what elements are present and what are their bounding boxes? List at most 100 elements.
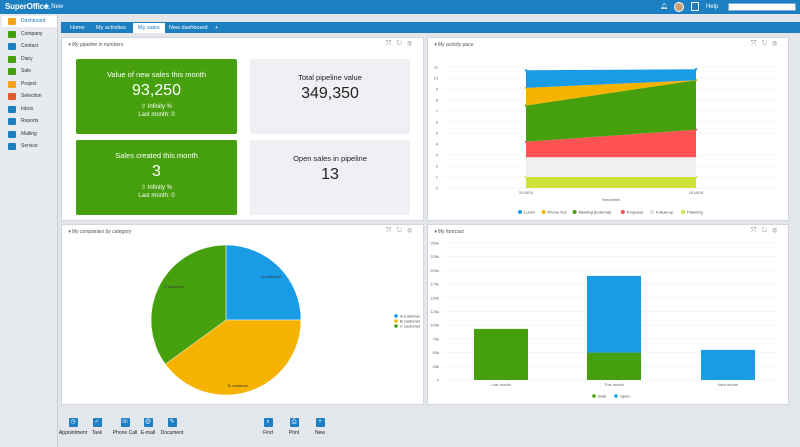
bar-sold-this-month[interactable] <box>587 352 641 380</box>
task-action-button[interactable]: ✓ Task <box>82 418 112 436</box>
legend-planning[interactable]: Planning <box>687 210 703 215</box>
y-tick-label: 175k <box>430 282 439 287</box>
sidebar-item-reports[interactable]: Reports <box>2 116 57 127</box>
legend-a-customer[interactable]: A customer <box>400 314 421 319</box>
legend-follow-up[interactable]: Follow-up <box>656 210 674 215</box>
legend-sold[interactable]: Sold <box>598 394 606 399</box>
collapse-icon: ⤧ <box>385 40 397 47</box>
refresh-icon: ↻ <box>396 40 408 47</box>
phone-call-action-button[interactable]: ☏ Phone Call <box>110 418 140 436</box>
panel-controls[interactable]: ⤧↻⊗ <box>751 40 782 48</box>
x-tick-label: This month <box>604 382 624 387</box>
sidebar-item-contact[interactable]: Contact <box>2 41 57 52</box>
new-button[interactable]: + New <box>44 2 63 11</box>
sidebar-item-project[interactable]: Project <box>2 79 57 90</box>
legend-b-customer[interactable]: B customer <box>400 319 421 324</box>
data-point[interactable] <box>524 69 528 72</box>
sidebar-item-label: Service <box>21 143 38 149</box>
legend-lunch[interactable]: Lunch <box>524 210 535 215</box>
help-link[interactable]: Help <box>706 4 719 10</box>
sidebar-item-label: Reports <box>21 118 39 124</box>
bar-open-next-month[interactable] <box>701 349 755 380</box>
sidebar-item-service[interactable]: Service <box>2 141 57 152</box>
new-sales-value-tile[interactable]: Value of new sales this month 93,250 ⇧ I… <box>76 59 237 134</box>
bell-icon[interactable]: 🔔︎ <box>660 4 668 10</box>
appointment-icon: ◷ <box>68 418 78 427</box>
close-icon: ⊗ <box>407 40 417 47</box>
sidebar-item-selection[interactable]: Selection <box>2 91 57 102</box>
pie-slice-c-customer[interactable] <box>150 244 227 365</box>
sidebar-item-company[interactable]: Company <box>2 29 57 40</box>
y-tick-label: 225k <box>430 254 439 259</box>
tab-my-activities[interactable]: My activities <box>96 25 126 31</box>
appointment-action-button[interactable]: ◷ Appointment <box>58 418 88 436</box>
phone-call-icon: ☏ <box>120 418 130 427</box>
e-mail-action-button[interactable]: @ E-mail <box>133 418 163 436</box>
document-action-button[interactable]: ✎ Document <box>157 418 187 436</box>
y-tick-label: 6 <box>436 120 439 125</box>
inbox-icon <box>8 105 16 113</box>
search-input[interactable] <box>728 3 796 11</box>
y-tick-label: 125k <box>430 309 439 314</box>
action-label: Print <box>288 430 300 436</box>
sidebar-item-dashboard[interactable]: Dashboard <box>2 16 57 27</box>
app-logo[interactable]: SuperOffice. <box>5 2 51 11</box>
pie-slice-b-customer[interactable] <box>164 319 302 396</box>
y-tick-label: 0 <box>437 378 440 383</box>
data-point[interactable] <box>694 68 698 71</box>
panel-controls[interactable]: ⤧↻⊗ <box>386 40 417 48</box>
pie-slice-a-customer[interactable] <box>225 244 302 321</box>
sidebar-item-inbox[interactable]: Inbox <box>2 104 57 115</box>
bar-open-this-month[interactable] <box>587 275 641 353</box>
activity-chart[interactable]: 0 1 2 3 4 5 6 7 8 9 10 11 2018/16 2018/18 Year/week Lun… <box>428 38 790 222</box>
x-tick-label: 2018/18 <box>689 190 704 195</box>
tab-new-dashboard[interactable]: New dashboard <box>169 25 208 31</box>
tile-title: Open sales in pipeline <box>293 154 367 163</box>
tile-value: 349,350 <box>301 85 359 102</box>
area-follow-up[interactable] <box>526 157 696 177</box>
legend-proposal[interactable]: Proposal <box>627 210 643 215</box>
action-label: Find <box>263 430 273 436</box>
sidebar-item-label: Mailing <box>21 130 37 137</box>
dashboard-icon <box>8 18 16 25</box>
bar-sold-last-month[interactable] <box>474 328 528 380</box>
area-planning[interactable] <box>526 177 696 188</box>
top-bar: SuperOffice. + New 🔔︎ Help <box>0 0 800 14</box>
tab-my-sales[interactable]: My sales <box>133 23 165 33</box>
x-axis-label: Year/week <box>602 197 621 202</box>
sidebar-item-mailing[interactable]: Mailing <box>2 129 57 140</box>
avatar[interactable] <box>674 2 684 12</box>
area-lunch[interactable] <box>526 69 696 88</box>
refresh-icon: ↻ <box>396 227 408 234</box>
sidebar-item-label: Inbox <box>21 105 34 112</box>
area-proposal[interactable] <box>526 129 696 158</box>
tab-add[interactable]: + <box>215 25 219 31</box>
sidebar-item-diary[interactable]: Diary <box>2 54 57 65</box>
legend-swatch <box>541 210 546 214</box>
legend-phone-out[interactable]: Phone Out <box>548 210 568 215</box>
menu-icon[interactable] <box>691 2 699 11</box>
y-tick-label: 3 <box>436 153 439 158</box>
sidebar-item-label: Selection <box>21 93 42 99</box>
refresh-icon: ↻ <box>761 40 773 47</box>
new-action-button[interactable]: + New <box>305 418 335 436</box>
panel-controls[interactable]: ⤧↻⊗ <box>386 227 417 235</box>
tab-home[interactable]: Home <box>70 25 85 31</box>
y-tick-label: 5 <box>436 131 439 136</box>
sidebar-item-label: Project <box>21 80 37 87</box>
collapse-icon: ⤧ <box>750 227 762 234</box>
sidebar-item-sale[interactable]: Sale <box>2 66 57 77</box>
forecast-bar-chart[interactable]: 0 25k 50k 75k 100k 125k 150k 175k 200k 225k 250k La… <box>428 225 790 406</box>
panel-controls[interactable]: ⤧↻⊗ <box>751 227 782 235</box>
total-pipeline-tile[interactable]: Total pipeline value 349,350 <box>250 59 410 134</box>
find-action-button[interactable]: ⌕ Find <box>253 418 283 436</box>
action-label: E-mail <box>140 430 156 436</box>
sales-created-tile[interactable]: Sales created this month 3 ⇧ Infinity % … <box>76 140 237 215</box>
print-action-button[interactable]: ⎙ Print <box>279 418 309 436</box>
area-meeting-external[interactable] <box>526 80 696 142</box>
legend-meeting-external[interactable]: Meeting (External) <box>579 210 612 215</box>
legend-open[interactable]: Open <box>620 394 630 399</box>
legend-c-customer[interactable]: C customer <box>400 324 421 329</box>
open-sales-tile[interactable]: Open sales in pipeline 13 <box>250 140 410 215</box>
